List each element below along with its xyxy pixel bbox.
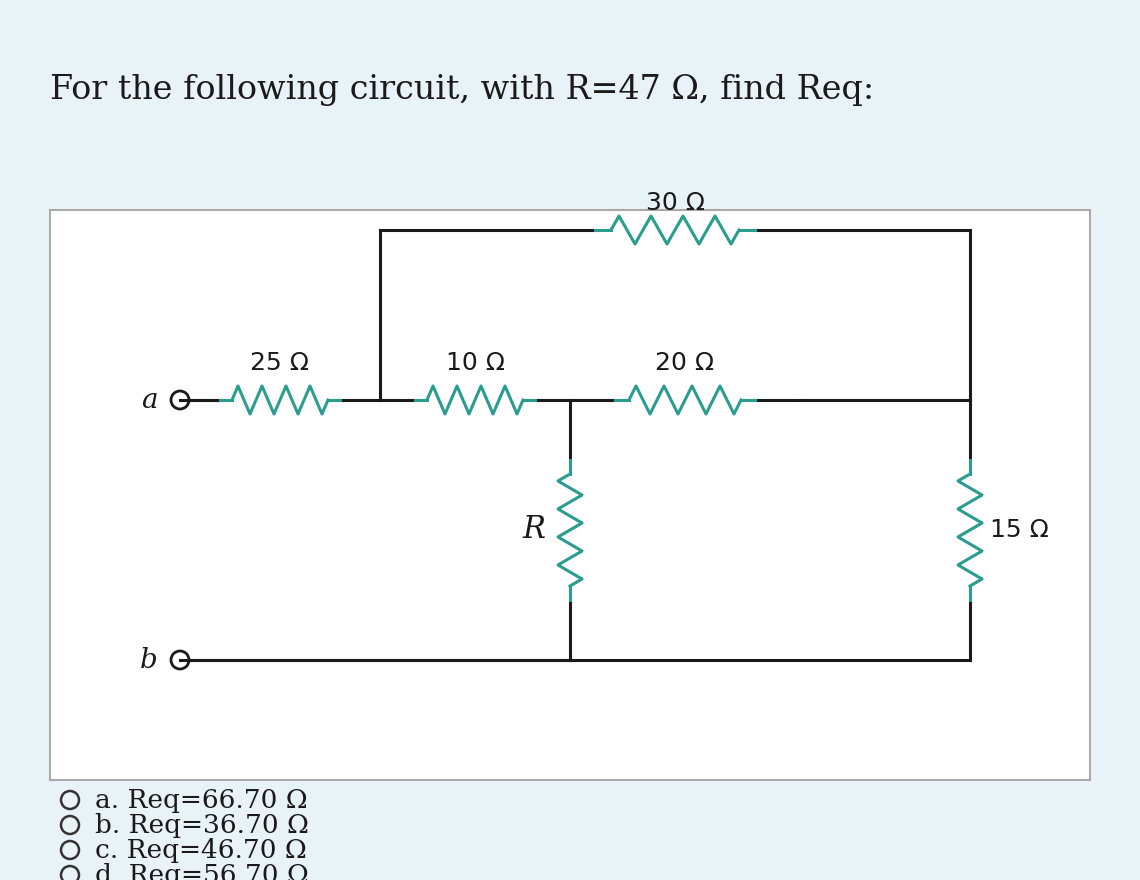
Text: b: b: [140, 647, 158, 673]
Text: d. Req=56.70 Ω: d. Req=56.70 Ω: [95, 862, 309, 880]
Bar: [50, 210, 1090, 780]
Text: 10 Ω: 10 Ω: [446, 351, 505, 375]
Text: R: R: [522, 515, 545, 546]
Text: 30 Ω: 30 Ω: [645, 191, 705, 215]
Text: 15 Ω: 15 Ω: [990, 518, 1049, 542]
Text: 20 Ω: 20 Ω: [656, 351, 715, 375]
Text: a: a: [141, 386, 158, 414]
Text: a. Req=66.70 Ω: a. Req=66.70 Ω: [95, 788, 308, 812]
Text: c. Req=46.70 Ω: c. Req=46.70 Ω: [95, 838, 307, 862]
Text: For the following circuit, with R=47 Ω, find Req:: For the following circuit, with R=47 Ω, …: [50, 74, 874, 106]
Text: 25 Ω: 25 Ω: [251, 351, 309, 375]
Text: b. Req=36.70 Ω: b. Req=36.70 Ω: [95, 812, 309, 838]
